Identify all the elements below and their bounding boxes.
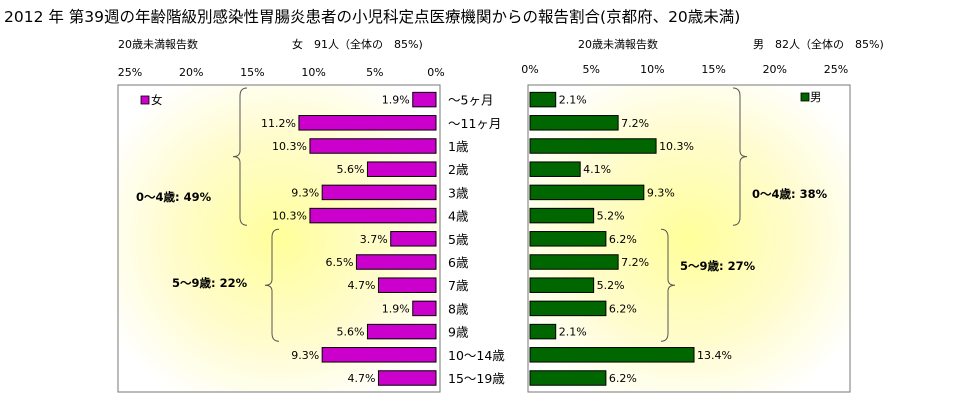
male-value-label: 2.1% <box>559 326 587 339</box>
female-value-label: 1.9% <box>382 94 410 107</box>
female-bar <box>321 347 437 363</box>
male-bar <box>529 323 557 340</box>
female-bar <box>298 115 437 131</box>
left-tick-label: 15% <box>240 66 264 79</box>
male-value-label: 7.2% <box>621 256 649 269</box>
right-group-label-0-4: 0〜4歳: 38% <box>752 187 828 201</box>
female-bar <box>390 231 437 247</box>
age-category-label: 4歳 <box>448 209 469 224</box>
age-category-label: 6歳 <box>448 255 469 270</box>
female-value-label: 6.5% <box>325 256 353 269</box>
age-category-label: 8歳 <box>448 301 469 316</box>
age-category-label: 5歳 <box>448 232 469 247</box>
male-bar <box>529 161 581 177</box>
age-category-label: 7歳 <box>448 278 469 293</box>
female-value-label: 10.3% <box>272 140 307 153</box>
legend-male-label: 男 <box>810 90 822 104</box>
male-value-label: 13.4% <box>697 349 732 362</box>
female-value-label: 1.9% <box>382 302 410 315</box>
male-value-label: 9.3% <box>647 186 675 199</box>
female-bar <box>321 184 437 201</box>
right-summary: 男 82人（全体の 85%) <box>753 38 884 51</box>
female-value-label: 4.7% <box>348 372 376 385</box>
age-category-label: 10〜14歳 <box>448 348 505 363</box>
male-bar <box>529 184 645 201</box>
legend-female-label: 女 <box>151 93 163 107</box>
female-bar <box>366 161 437 177</box>
right-tick-label: 10% <box>640 63 664 76</box>
male-bar <box>529 207 595 224</box>
female-value-label: 3.7% <box>360 233 388 246</box>
female-value-label: 9.3% <box>291 186 319 199</box>
right-tick-label: 15% <box>701 63 725 76</box>
right-tick-label: 5% <box>582 63 599 76</box>
female-bar <box>366 323 437 340</box>
male-bar <box>529 115 619 131</box>
left-tick-label: 5% <box>366 66 383 79</box>
male-bar <box>529 254 619 270</box>
age-category-label: 3歳 <box>448 185 469 200</box>
female-value-label: 10.3% <box>272 210 307 223</box>
female-value-label: 11.2% <box>261 117 296 130</box>
female-value-label: 4.7% <box>348 279 376 292</box>
right-tick-label: 20% <box>763 63 787 76</box>
right-brace-0-4 <box>732 87 748 226</box>
left-summary: 女 91人（全体の 85%) <box>292 38 423 51</box>
right-group-label-5-9: 5〜9歳: 27% <box>680 259 756 273</box>
left-brace-5-9 <box>264 228 280 342</box>
female-bar <box>309 207 437 224</box>
age-category-label: 1歳 <box>448 139 469 154</box>
male-value-label: 5.2% <box>597 279 625 292</box>
male-value-label: 6.2% <box>609 302 637 315</box>
left-group-label-5-9: 5〜9歳: 22% <box>172 276 248 290</box>
chart-title: 2012 年 第39週の年齢階級別感染性胃腸炎患者の小児科定点医療機関からの報告… <box>4 8 741 26</box>
male-bar <box>529 138 657 154</box>
left-tick-label: 25% <box>118 66 142 79</box>
right-brace-5-9 <box>660 228 676 342</box>
age-category-label: 〜11ヶ月 <box>448 116 501 131</box>
age-category-label: 2歳 <box>448 162 469 177</box>
male-value-label: 7.2% <box>621 117 649 130</box>
male-bar <box>529 300 607 317</box>
female-bar <box>355 254 437 270</box>
female-bar <box>377 370 437 386</box>
left-brace-0-4 <box>232 87 248 226</box>
female-bar <box>309 138 437 154</box>
female-value-label: 9.3% <box>291 349 319 362</box>
right-header: 20歳未満報告数 <box>578 38 658 51</box>
left-tick-label: 10% <box>301 66 325 79</box>
right-tick-label: 0% <box>521 63 538 76</box>
male-value-label: 6.2% <box>609 372 637 385</box>
age-category-label: 15〜19歳 <box>448 371 505 386</box>
male-value-label: 4.1% <box>583 163 611 176</box>
left-header: 20歳未満報告数 <box>118 38 198 51</box>
legend-male-swatch <box>800 92 810 102</box>
male-bar <box>529 91 557 108</box>
male-value-label: 10.3% <box>659 140 694 153</box>
male-value-label: 6.2% <box>609 233 637 246</box>
female-bar <box>377 277 437 293</box>
male-bar <box>529 347 695 363</box>
left-tick-label: 0% <box>427 66 444 79</box>
female-value-label: 5.6% <box>337 326 365 339</box>
male-bar <box>529 231 607 247</box>
right-tick-label: 25% <box>824 63 848 76</box>
left-tick-label: 20% <box>179 66 203 79</box>
male-value-label: 5.2% <box>597 210 625 223</box>
female-bar <box>412 300 437 317</box>
legend-female-swatch <box>140 95 150 105</box>
male-value-label: 2.1% <box>559 94 587 107</box>
female-bar <box>412 91 437 108</box>
male-bar <box>529 370 607 386</box>
male-bar <box>529 277 595 293</box>
female-value-label: 5.6% <box>337 163 365 176</box>
age-category-label: 9歳 <box>448 325 469 340</box>
left-group-label-0-4: 0〜4歳: 49% <box>136 190 212 204</box>
age-category-label: 〜5ヶ月 <box>448 93 493 108</box>
